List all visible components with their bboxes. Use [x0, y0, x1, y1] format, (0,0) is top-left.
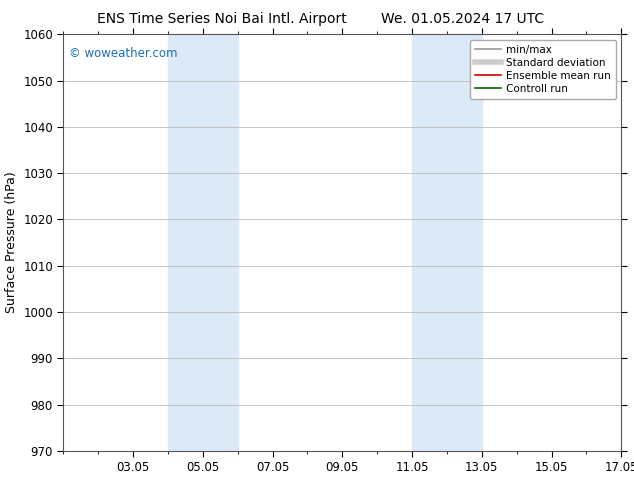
Y-axis label: Surface Pressure (hPa): Surface Pressure (hPa)	[4, 172, 18, 314]
Text: © woweather.com: © woweather.com	[69, 47, 178, 60]
Bar	[168, 34, 238, 451]
Text: We. 01.05.2024 17 UTC: We. 01.05.2024 17 UTC	[381, 12, 545, 26]
Text: ENS Time Series Noi Bai Intl. Airport: ENS Time Series Noi Bai Intl. Airport	[97, 12, 347, 26]
Bar	[412, 34, 482, 451]
Legend: min/max, Standard deviation, Ensemble mean run, Controll run: min/max, Standard deviation, Ensemble me…	[470, 40, 616, 99]
